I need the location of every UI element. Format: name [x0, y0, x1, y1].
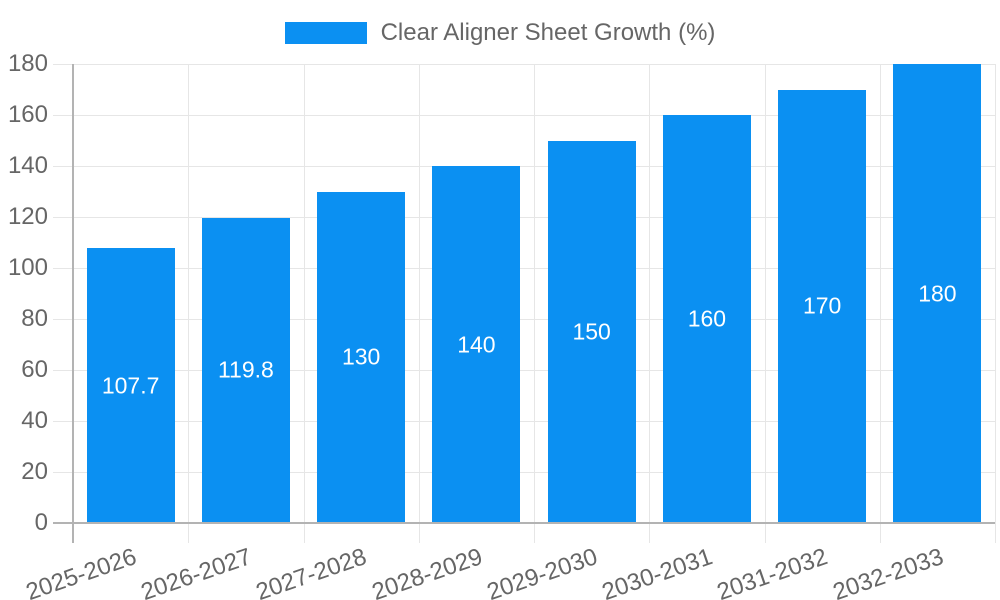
x-gridline	[534, 64, 535, 543]
y-tick-label: 20	[21, 458, 48, 485]
y-gridline	[53, 472, 995, 473]
x-tick-label: 2025-2026	[22, 543, 140, 600]
y-tick-label: 40	[21, 407, 48, 434]
y-gridline	[53, 64, 995, 65]
bar[interactable]: 180	[893, 64, 982, 523]
y-tick-label: 0	[34, 509, 48, 536]
x-gridline	[418, 64, 420, 543]
y-gridline	[53, 319, 995, 320]
bar[interactable]: 150	[547, 140, 636, 523]
y-gridline	[53, 370, 995, 371]
bar-value-label: 119.8	[217, 356, 274, 383]
y-tick-label: 180	[7, 50, 48, 77]
bar-value-label: 160	[687, 305, 727, 332]
x-gridline	[649, 64, 651, 543]
bar[interactable]: 130	[317, 191, 406, 523]
x-tick-label: 2028-2029	[368, 543, 486, 600]
y-gridline	[53, 115, 995, 116]
x-gridline	[879, 64, 881, 543]
bar-value-label: 150	[572, 318, 611, 345]
legend-label: Clear Aligner Sheet Growth (%)	[380, 19, 716, 46]
x-tick-label: 2029-2030	[483, 543, 601, 600]
x-gridline	[303, 64, 305, 543]
x-tick-label: 2030-2031	[598, 543, 717, 600]
y-tick-label: 140	[7, 152, 48, 179]
x-gridline	[995, 64, 996, 543]
y-tick-label: 80	[21, 305, 48, 332]
bar-value-label: 130	[341, 343, 381, 370]
bar[interactable]: 107.7	[86, 248, 175, 523]
bar[interactable]: 140	[432, 166, 521, 523]
bar[interactable]: 170	[778, 89, 867, 523]
x-axis-baseline	[53, 522, 995, 524]
y-gridline	[53, 217, 995, 218]
x-gridline	[188, 64, 190, 543]
x-tick-label: 2031-2032	[713, 543, 832, 600]
x-tick-label: 2027-2028	[252, 543, 371, 600]
y-tick-label: 120	[7, 203, 48, 230]
bar-value-label: 107.7	[101, 372, 160, 399]
bar-value-label: 180	[918, 280, 957, 306]
y-tick-label: 100	[7, 254, 48, 281]
x-gridline	[764, 64, 766, 543]
y-gridline	[53, 166, 995, 167]
bar-value-label: 140	[457, 331, 496, 357]
bar[interactable]: 119.8	[201, 217, 290, 523]
y-tick-label: 160	[7, 101, 48, 128]
y-gridline	[53, 421, 995, 422]
bar[interactable]: 160	[662, 115, 751, 523]
x-tick-label: 2032-2033	[829, 543, 947, 600]
legend-item[interactable]: Clear Aligner Sheet Growth (%)	[0, 21, 1000, 45]
y-gridline	[53, 268, 995, 269]
legend-swatch	[284, 22, 367, 44]
x-tick-label: 2026-2027	[137, 543, 256, 600]
bar-value-label: 170	[802, 292, 842, 319]
y-axis-line	[72, 64, 74, 543]
y-tick-label: 60	[21, 356, 48, 383]
